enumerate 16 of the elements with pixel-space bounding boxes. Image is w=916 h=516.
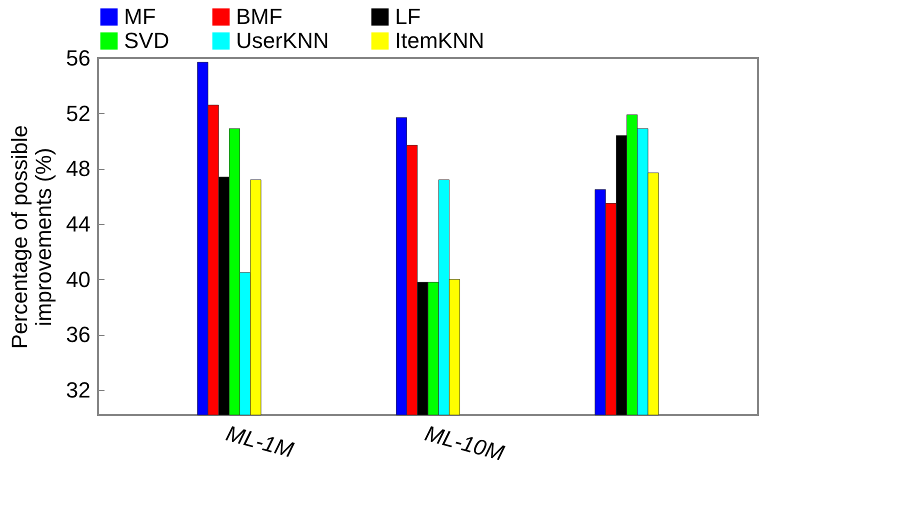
x-tick-label: ML-10M bbox=[422, 420, 508, 466]
y-tick-label: 32 bbox=[66, 378, 90, 403]
legend-label: UserKNN bbox=[236, 28, 329, 53]
legend-label: BMF bbox=[236, 4, 282, 29]
legend-label: SVD bbox=[124, 28, 170, 53]
y-tick-label: 56 bbox=[66, 46, 90, 70]
x-tick-label: ML-1M bbox=[224, 420, 297, 463]
legend-label: LF bbox=[395, 4, 421, 29]
legend-label: ItemKNN bbox=[395, 28, 484, 53]
y-tick-label: 40 bbox=[66, 266, 90, 292]
y-tick-label: 52 bbox=[66, 100, 90, 126]
y-axis-title: Percentage of possible improvements (%) bbox=[7, 125, 56, 349]
legend-label: MF bbox=[124, 4, 156, 29]
y-tick-label: 48 bbox=[66, 156, 90, 182]
y-tick-label: 36 bbox=[66, 322, 90, 348]
y-tick-label: 44 bbox=[66, 212, 90, 237]
